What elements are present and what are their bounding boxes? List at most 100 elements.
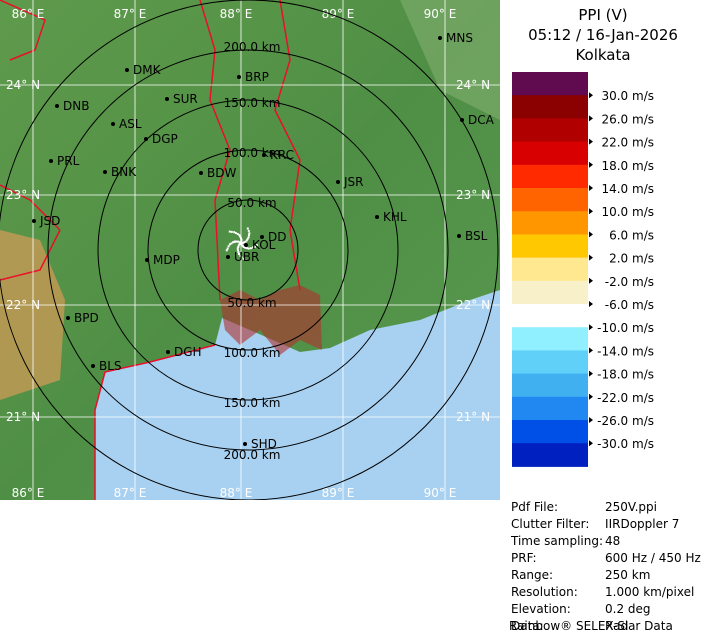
clutter [237,245,240,248]
info-value: 250 km [605,568,651,582]
legend-label: -14.0 m/s [597,344,654,358]
legend-label: 22.0 m/s [601,136,654,150]
legend-label: -10.0 m/s [597,321,654,335]
city-dot [144,137,148,141]
clutter [247,236,250,239]
info-row: Clutter Filter: IIRDoppler 7 [511,517,701,532]
city-dot [32,219,36,223]
legend-label: 26.0 m/s [601,112,654,126]
lat-label: 24° N [456,78,490,92]
lat-label: 23° N [456,188,490,202]
info-row: Range: 250 km [511,568,701,583]
color-swatch [512,118,588,143]
site: Kolkata [575,46,630,64]
clutter [247,234,250,237]
city-label: JSD [39,214,60,228]
legend-label: -26.0 m/s [597,414,654,428]
legend-label: -30.0 m/s [597,437,654,451]
city-dot [336,180,340,184]
color-swatch [512,304,588,328]
lat-label: 22° N [6,298,40,312]
city-dot [55,104,59,108]
clutter [235,240,238,243]
color-swatch [512,164,588,189]
legend-tick [589,417,593,423]
color-swatch [512,72,588,96]
range-ring [197,199,299,301]
info-key: Resolution: [511,585,578,599]
clutter [242,245,245,248]
city-dot [244,243,248,247]
clutter [233,240,236,243]
city-label: SUR [173,92,198,106]
info-row: Data: Radar Data [511,619,701,634]
clutter [248,232,251,235]
city-dot [165,97,169,101]
clutter [241,244,244,247]
info-value: 48 [605,534,621,548]
title: PPI (V) [578,6,627,24]
color-swatch [512,211,588,235]
clutter [238,243,241,246]
info-table: Pdf File: 250V.ppi Clutter Filter: IIRDoppl… [509,498,703,636]
city-label: DGH [174,345,202,359]
info-key: Pdf File: [511,500,559,514]
color-swatch [512,443,588,467]
lon-label: 89° E [322,7,355,21]
lon-label: 87° E [114,7,147,21]
info-value: Radar Data [605,619,673,633]
city-dot [226,255,230,259]
city-label: DMK [133,63,162,77]
city-dot [145,258,149,262]
legend-tick [589,440,593,447]
clutter [239,254,242,257]
clutter [244,246,247,249]
info-value: 1.000 km/pixel [605,585,695,599]
range-ring [147,149,349,351]
range-label: 100.0 km [224,346,281,360]
city-label: DCA [468,113,495,127]
clutter [242,257,245,260]
legend-tick [589,115,593,122]
city-dot [457,234,461,238]
info-key: Elevation: [511,602,571,616]
timestamp: 05:12 / 16-Jan-2026 [528,26,678,44]
clutter [240,237,243,240]
color-swatch [512,396,588,421]
city-dot [260,235,264,239]
color-swatch [512,257,588,282]
lat-label: 22° N [456,298,490,312]
city-label: BNK [111,165,137,179]
clutter [230,242,233,245]
clutter [227,245,230,248]
lon-label: 86° E [12,486,45,500]
legend-tick [589,393,593,400]
color-swatch [512,420,588,444]
city-dot [243,442,247,446]
color-swatch [512,95,588,119]
range-ring [0,0,499,500]
city-dot [460,118,464,122]
color-swatch [512,234,588,259]
sea [95,290,500,500]
city-label: BSL [465,229,488,243]
range-label: 50.0 km [227,196,276,210]
clutter [228,230,231,233]
color-swatch [512,141,588,166]
info-key: PRF: [511,551,537,565]
city-label: KOL [252,238,276,252]
city-label: BPD [74,311,99,325]
clutter [228,243,231,246]
info-row: Pdf File: 250V.ppi [511,500,701,515]
clutter [232,241,235,244]
lon-label: 86° E [12,7,45,21]
legend-tick [589,92,593,99]
clutter [240,238,243,241]
radar-display: PPI (V) 05:12 / 16-Jan-2026 Kolkata 86° … [0,0,678,500]
footer: Rainbow® SELEX-SI [509,619,629,633]
clutter [237,251,240,254]
clutter [245,239,248,242]
clutter [253,245,256,248]
clutter [236,232,239,235]
legend-tick [589,254,593,261]
